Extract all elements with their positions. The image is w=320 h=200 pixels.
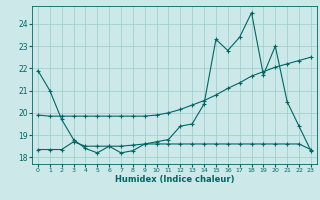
X-axis label: Humidex (Indice chaleur): Humidex (Indice chaleur) [115,175,234,184]
